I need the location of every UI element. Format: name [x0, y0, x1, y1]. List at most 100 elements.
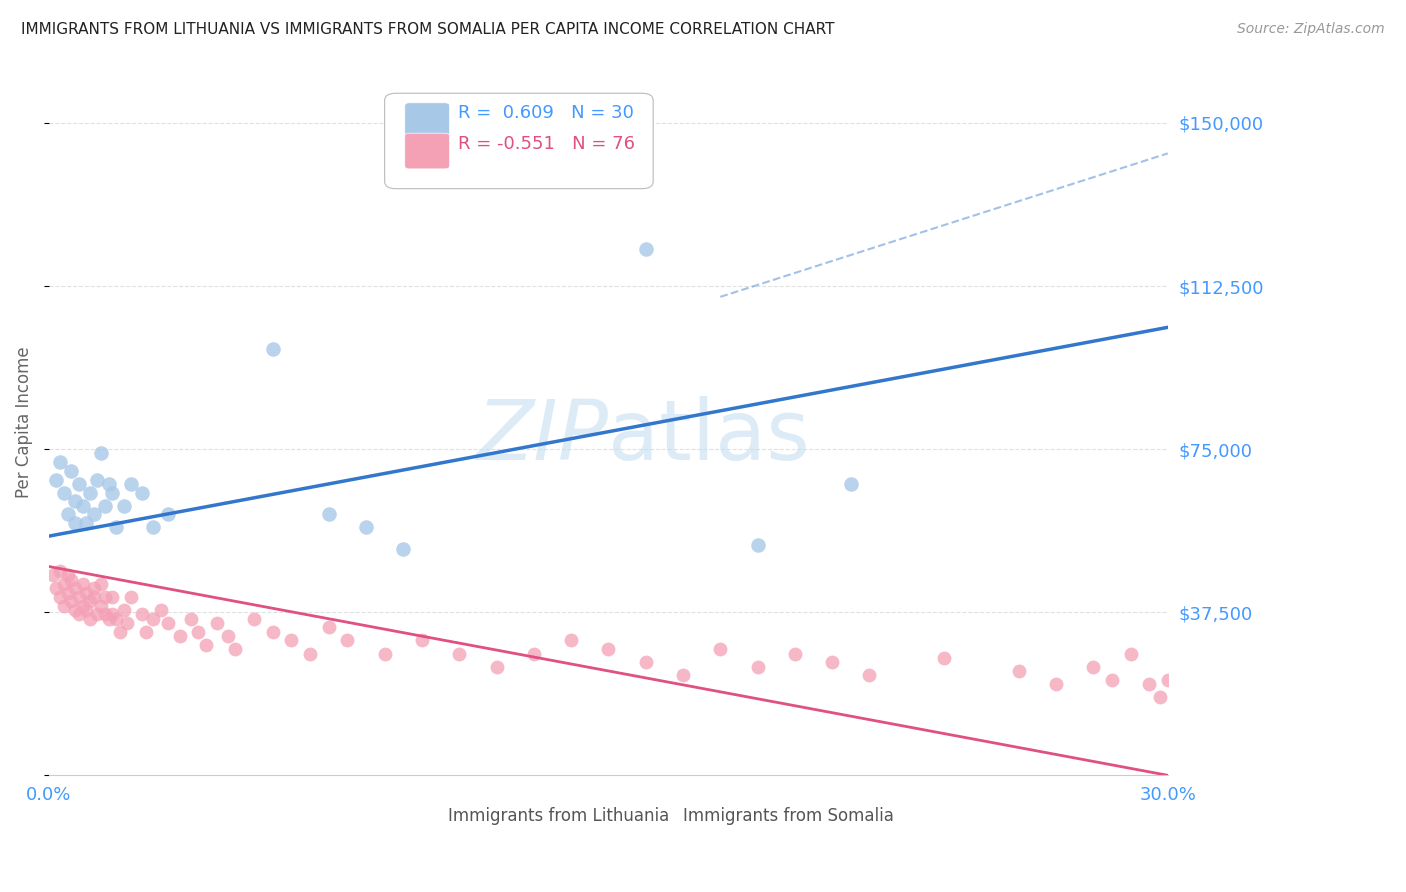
Point — [194, 638, 217, 652]
Point — [83, 590, 105, 604]
Point — [280, 633, 302, 648]
Point — [90, 446, 112, 460]
Point — [374, 647, 396, 661]
Point — [105, 612, 128, 626]
FancyBboxPatch shape — [385, 94, 654, 189]
Point — [142, 520, 165, 534]
Point — [112, 499, 135, 513]
Point — [86, 473, 108, 487]
Point — [49, 455, 72, 469]
Point — [75, 585, 97, 599]
Point — [101, 607, 124, 622]
Point — [101, 590, 124, 604]
Point — [52, 485, 75, 500]
Point — [67, 590, 90, 604]
Point — [523, 647, 546, 661]
Text: R =  0.609   N = 30: R = 0.609 N = 30 — [458, 104, 634, 122]
Point — [224, 642, 246, 657]
Text: Immigrants from Somalia: Immigrants from Somalia — [683, 806, 894, 824]
Point — [56, 585, 79, 599]
Point — [932, 651, 955, 665]
Point — [41, 568, 63, 582]
Point — [180, 612, 202, 626]
Y-axis label: Per Capita Income: Per Capita Income — [15, 346, 32, 498]
Point — [634, 655, 657, 669]
Point — [299, 647, 322, 661]
Point — [1083, 659, 1105, 673]
Point — [86, 607, 108, 622]
Point — [63, 494, 86, 508]
Point — [392, 542, 415, 557]
Point — [79, 612, 101, 626]
Point — [97, 476, 120, 491]
Point — [63, 603, 86, 617]
Point — [1157, 673, 1180, 687]
Point — [131, 485, 153, 500]
Point — [112, 603, 135, 617]
Point — [97, 612, 120, 626]
Point — [747, 538, 769, 552]
Point — [1149, 690, 1171, 704]
Text: atlas: atlas — [609, 395, 810, 476]
Point — [354, 520, 377, 534]
Point — [157, 508, 180, 522]
Point — [1101, 673, 1123, 687]
Point — [634, 242, 657, 256]
Point — [598, 642, 620, 657]
Point — [318, 620, 340, 634]
Point — [79, 485, 101, 500]
Point — [49, 564, 72, 578]
Point — [49, 590, 72, 604]
Point — [120, 590, 142, 604]
Text: R = -0.551   N = 76: R = -0.551 N = 76 — [458, 136, 636, 153]
Point — [94, 607, 117, 622]
Point — [108, 624, 131, 639]
Point — [672, 668, 695, 682]
Point — [262, 624, 284, 639]
Point — [63, 516, 86, 530]
FancyBboxPatch shape — [408, 803, 446, 830]
Point — [187, 624, 209, 639]
Point — [318, 508, 340, 522]
Point — [821, 655, 844, 669]
Point — [67, 607, 90, 622]
Point — [169, 629, 191, 643]
FancyBboxPatch shape — [405, 133, 450, 169]
Point — [411, 633, 433, 648]
Point — [75, 603, 97, 617]
Point — [72, 577, 94, 591]
Point — [709, 642, 731, 657]
FancyBboxPatch shape — [405, 103, 450, 138]
Point — [131, 607, 153, 622]
Point — [52, 577, 75, 591]
Point — [60, 573, 83, 587]
Point — [485, 659, 508, 673]
Point — [560, 633, 582, 648]
Point — [858, 668, 880, 682]
Point — [56, 568, 79, 582]
Point — [1119, 647, 1142, 661]
Point — [336, 633, 359, 648]
Point — [205, 616, 228, 631]
FancyBboxPatch shape — [643, 803, 681, 830]
Point — [217, 629, 239, 643]
Point — [1045, 677, 1067, 691]
Point — [60, 464, 83, 478]
Point — [90, 577, 112, 591]
Point — [72, 599, 94, 613]
Point — [120, 476, 142, 491]
Text: ZIP: ZIP — [477, 395, 609, 476]
Point — [101, 485, 124, 500]
Point — [117, 616, 139, 631]
Point — [67, 476, 90, 491]
Point — [449, 647, 471, 661]
Point — [45, 582, 67, 596]
Point — [52, 599, 75, 613]
Point — [60, 594, 83, 608]
Point — [83, 508, 105, 522]
Point — [157, 616, 180, 631]
Point — [45, 473, 67, 487]
Point — [94, 590, 117, 604]
Point — [63, 582, 86, 596]
Text: IMMIGRANTS FROM LITHUANIA VS IMMIGRANTS FROM SOMALIA PER CAPITA INCOME CORRELATI: IMMIGRANTS FROM LITHUANIA VS IMMIGRANTS … — [21, 22, 835, 37]
